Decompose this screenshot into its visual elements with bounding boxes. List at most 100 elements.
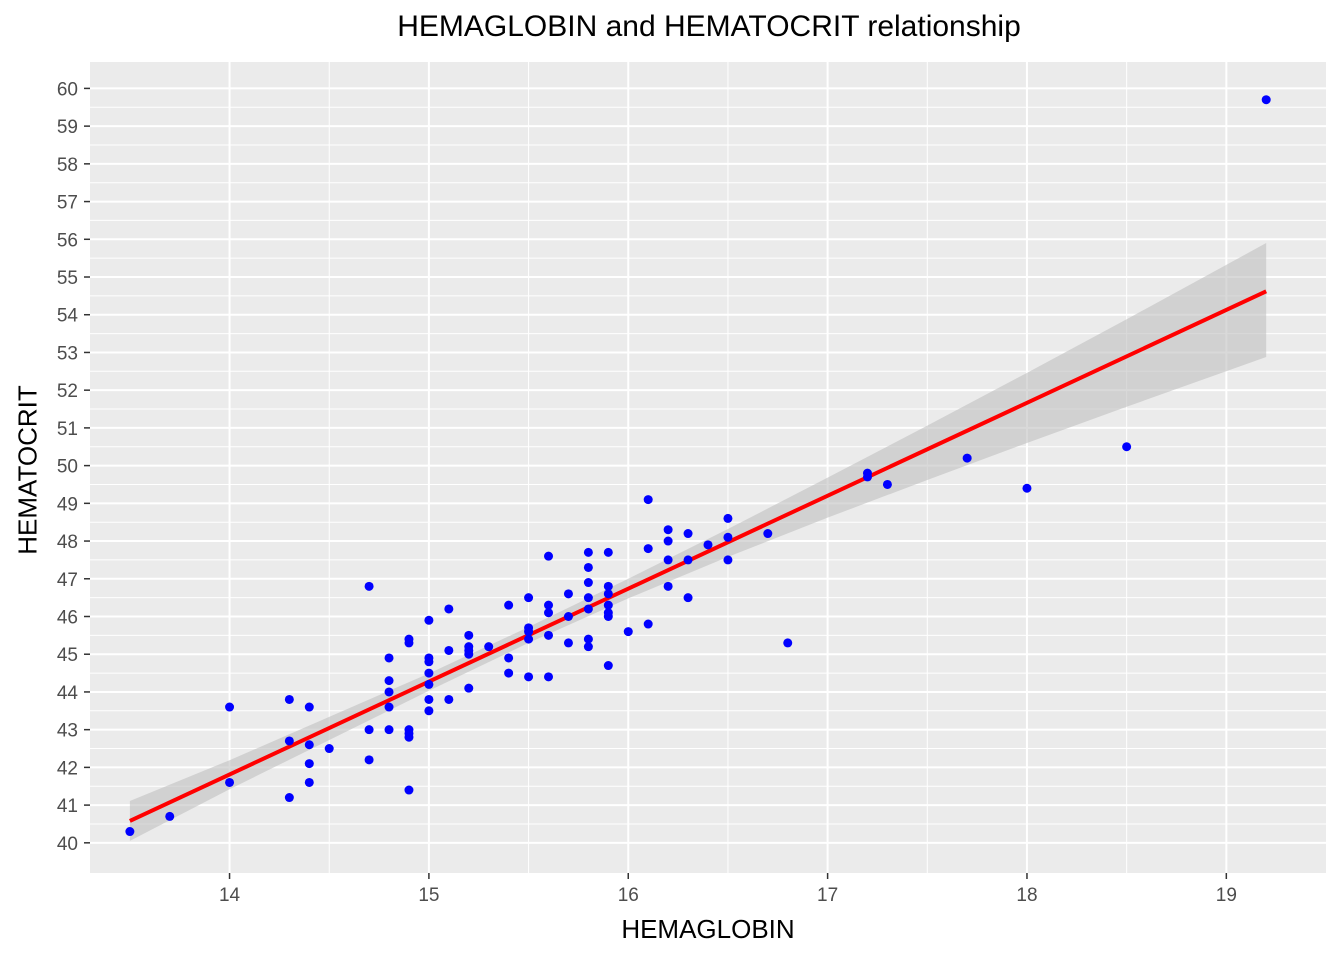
data-point: [563, 611, 573, 621]
data-point: [444, 694, 454, 704]
data-point: [683, 529, 693, 539]
confidence-band: [129, 243, 1267, 841]
data-point: [304, 740, 314, 750]
data-point: [424, 668, 434, 678]
data-point: [603, 547, 613, 557]
x-axis-title: HEMAGLOBIN: [621, 914, 795, 944]
data-point: [444, 604, 454, 614]
y-tick-label: 57: [57, 193, 78, 214]
data-point: [882, 479, 892, 489]
y-tick-label: 48: [57, 532, 78, 553]
x-tick-label: 18: [1016, 885, 1037, 906]
y-tick-label: 54: [57, 306, 79, 327]
chart-title: HEMAGLOBIN and HEMATOCRIT relationship: [397, 10, 1021, 43]
data-point: [504, 653, 514, 663]
y-tick-label: 55: [57, 268, 78, 289]
data-point: [603, 581, 613, 591]
data-point: [424, 694, 434, 704]
data-point: [962, 453, 972, 463]
data-point: [504, 600, 514, 610]
y-tick-label: 56: [57, 230, 78, 251]
data-points: [125, 95, 1271, 837]
y-axis-title: HEMATOCRIT: [12, 385, 43, 555]
data-point: [424, 657, 434, 667]
data-point: [603, 589, 613, 599]
data-point: [384, 676, 394, 686]
data-point: [643, 544, 653, 554]
x-tick-label: 19: [1216, 885, 1237, 906]
y-tick-label: 43: [57, 721, 78, 742]
data-point: [723, 532, 733, 542]
data-point: [544, 672, 554, 682]
data-point: [544, 551, 554, 561]
data-point: [304, 702, 314, 712]
data-point: [583, 634, 593, 644]
data-point: [583, 604, 593, 614]
data-point: [524, 672, 534, 682]
x-tick-label: 16: [618, 885, 639, 906]
data-point: [763, 529, 773, 539]
x-tick-label: 17: [817, 885, 838, 906]
y-tick-label: 58: [57, 155, 78, 176]
y-tick-label: 42: [57, 758, 78, 779]
data-point: [364, 581, 374, 591]
data-point: [284, 793, 294, 803]
data-point: [424, 706, 434, 716]
data-point: [703, 540, 713, 550]
data-point: [544, 608, 554, 618]
major-gridlines: [90, 62, 1326, 873]
data-point: [583, 562, 593, 572]
data-point: [643, 495, 653, 505]
data-point: [783, 638, 793, 648]
data-point: [603, 611, 613, 621]
data-point: [643, 619, 653, 629]
data-point: [484, 642, 494, 652]
y-tick-label: 46: [57, 607, 78, 628]
data-point: [384, 687, 394, 697]
data-point: [504, 668, 514, 678]
y-tick-label: 44: [57, 683, 79, 704]
data-point: [723, 513, 733, 523]
data-point: [384, 702, 394, 712]
y-tick-label: 59: [57, 117, 78, 138]
data-point: [583, 593, 593, 603]
data-point: [583, 642, 593, 652]
data-point: [1022, 483, 1032, 493]
y-tick-label: 51: [57, 419, 78, 440]
data-point: [524, 593, 534, 603]
y-tick-label: 45: [57, 645, 78, 666]
y-tick-label: 47: [57, 570, 78, 591]
data-point: [683, 555, 693, 565]
data-point: [424, 679, 434, 689]
y-tick-label: 53: [57, 343, 78, 364]
x-axis: 14 15 16 17 18 19: [219, 873, 1237, 906]
y-tick-label: 49: [57, 494, 78, 515]
data-point: [284, 736, 294, 746]
data-point: [364, 755, 374, 765]
data-point: [304, 759, 314, 769]
data-point: [862, 472, 872, 482]
data-point: [364, 725, 374, 735]
data-point: [225, 702, 235, 712]
data-point: [603, 661, 613, 671]
data-point: [304, 777, 314, 787]
data-point: [603, 600, 613, 610]
data-point: [464, 683, 474, 693]
y-tick-label: 41: [57, 796, 78, 817]
data-point: [663, 581, 673, 591]
data-point: [563, 589, 573, 599]
data-point: [663, 536, 673, 546]
data-point: [723, 555, 733, 565]
y-tick-label: 50: [57, 457, 78, 478]
data-point: [544, 630, 554, 640]
data-point: [384, 653, 394, 663]
data-point: [544, 600, 554, 610]
data-point: [464, 630, 474, 640]
data-point: [225, 777, 235, 787]
data-point: [404, 638, 414, 648]
data-point: [424, 615, 434, 625]
x-tick-label: 14: [219, 885, 241, 906]
data-point: [165, 811, 175, 821]
regression-line: [129, 289, 1268, 823]
